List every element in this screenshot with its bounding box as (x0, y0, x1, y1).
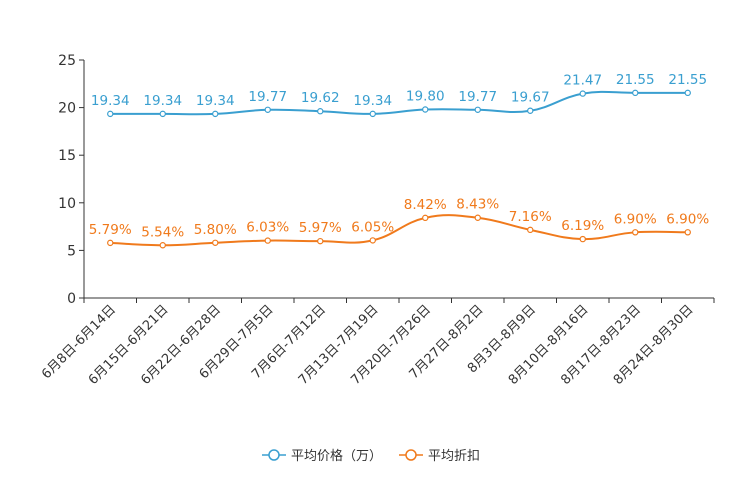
data-label: 21.47 (563, 73, 602, 89)
data-point[interactable] (107, 110, 114, 118)
data-point[interactable] (159, 242, 166, 249)
data-point[interactable] (159, 110, 166, 118)
data-label: 8.43% (456, 197, 499, 213)
legend-marker-icon (268, 449, 280, 461)
data-point[interactable] (369, 110, 376, 118)
legend-label: 平均折扣 (428, 449, 480, 464)
data-label: 6.19% (561, 218, 604, 234)
data-label: 8.42% (404, 197, 447, 213)
data-label: 21.55 (616, 72, 655, 88)
data-point[interactable] (527, 107, 534, 114)
data-point[interactable] (264, 237, 271, 244)
data-label: 6.03% (246, 220, 289, 236)
y-tick-label: 0 (67, 291, 76, 307)
y-tick-label: 20 (58, 101, 76, 117)
data-label: 5.97% (299, 220, 342, 236)
y-tick-label: 25 (58, 53, 76, 69)
data-point[interactable] (317, 108, 324, 115)
series-line (110, 214, 688, 247)
data-point[interactable] (107, 239, 114, 247)
data-point[interactable] (474, 214, 481, 221)
series-1: 5.79% 5.54% 5.80% 6.03% 5.97% 6.05% 8.42% 8.43%… (89, 197, 709, 249)
data-point[interactable] (264, 106, 271, 113)
data-label: 6.90% (614, 211, 657, 227)
data-point[interactable] (212, 110, 219, 118)
legend-item-0[interactable]: 平均价格（万） (262, 448, 382, 464)
data-point[interactable] (684, 229, 691, 236)
data-label: 5.79% (89, 222, 132, 238)
data-label: 19.34 (353, 93, 392, 109)
data-label: 19.34 (91, 93, 130, 109)
legend-label: 平均价格（万） (291, 448, 382, 464)
data-label: 19.34 (143, 93, 182, 109)
data-point[interactable] (422, 214, 429, 222)
data-point[interactable] (579, 90, 586, 97)
data-label: 19.77 (248, 89, 287, 105)
data-label: 6.90% (666, 211, 709, 227)
data-label: 19.67 (511, 90, 550, 106)
data-point[interactable] (474, 106, 481, 113)
data-point[interactable] (579, 235, 586, 243)
data-point[interactable] (422, 106, 429, 113)
data-point[interactable] (684, 89, 691, 97)
data-point[interactable] (212, 239, 219, 246)
data-label: 19.77 (458, 89, 497, 105)
data-point[interactable] (632, 89, 639, 97)
data-point[interactable] (527, 226, 534, 234)
data-label: 5.80% (194, 222, 237, 238)
data-point[interactable] (369, 237, 376, 244)
data-label: 21.55 (668, 72, 707, 88)
data-label: 19.80 (406, 89, 445, 105)
data-label: 19.62 (301, 90, 340, 106)
series-0: 19.34 19.34 19.34 19.77 19.62 19.34 19.80 19.77… (91, 72, 707, 118)
y-tick-label: 5 (67, 243, 76, 259)
legend[interactable]: 平均价格（万） 平均折扣 (262, 448, 480, 464)
series-line (110, 90, 688, 116)
data-label: 5.54% (141, 224, 184, 240)
legend-marker-icon (405, 449, 417, 461)
legend-item-1[interactable]: 平均折扣 (399, 449, 480, 464)
y-tick-label: 15 (58, 148, 76, 164)
data-point[interactable] (632, 229, 639, 236)
data-label: 19.34 (196, 93, 235, 109)
data-label: 7.16% (509, 209, 552, 225)
data-label: 6.05% (351, 219, 394, 235)
series-layer: 19.34 19.34 19.34 19.77 19.62 19.34 19.80 19.77… (89, 72, 709, 249)
y-tick-label: 10 (58, 196, 76, 212)
data-point[interactable] (317, 237, 324, 245)
